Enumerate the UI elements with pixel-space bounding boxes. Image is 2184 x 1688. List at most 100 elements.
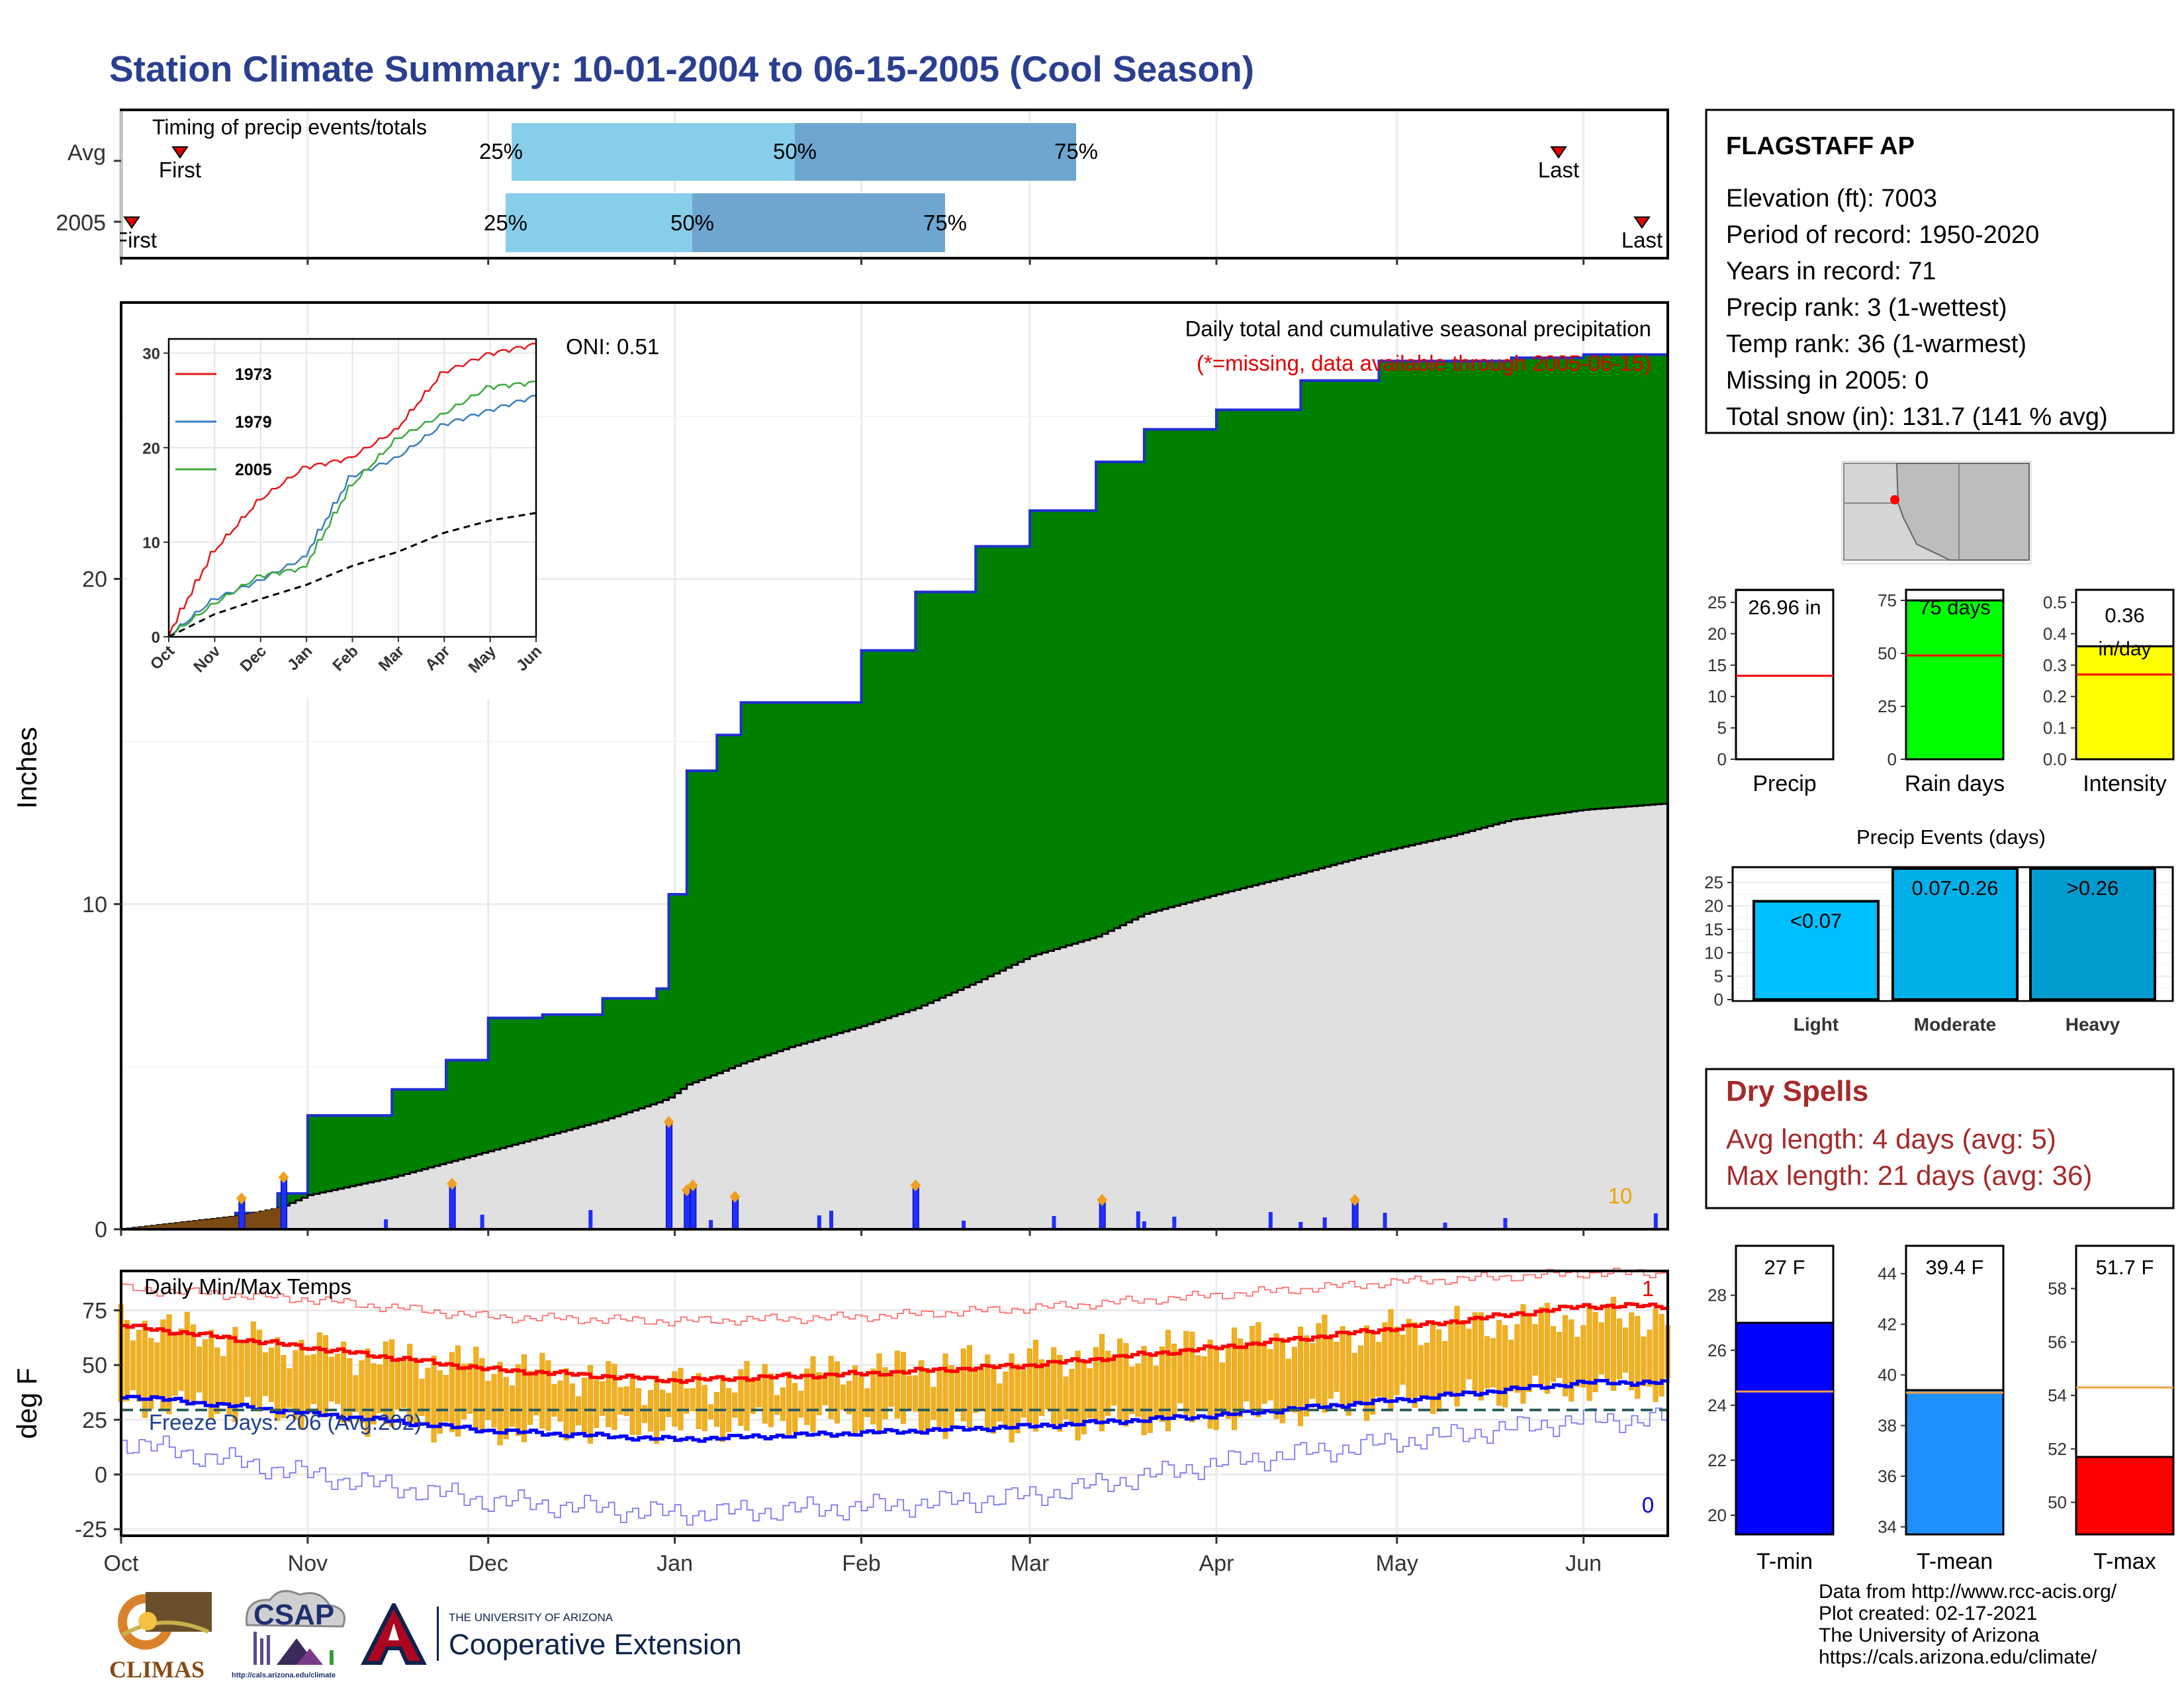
daily-temp-bar [328,1356,335,1402]
temp-panel-label: Daily Min/Max Temps [144,1274,351,1299]
summary-y-tick: 0.4 [2043,624,2067,643]
locator-map [1841,461,2032,565]
freeze-days-label: Freeze Days: 206 (Avg:202) [149,1410,422,1434]
daily-temp-bar [762,1364,768,1424]
event-category-label: Heavy [2066,1014,2120,1035]
daily-temp-bar [455,1345,461,1437]
month-tick-label: May [1376,1551,1418,1576]
daily-temp-bar [509,1385,515,1427]
daily-temp-bar [696,1373,702,1429]
daily-temp-bar [1592,1312,1598,1393]
daily-temp-bar [913,1375,919,1412]
precip-y-tick: 10 [82,892,107,917]
trace-precip-bar [239,1224,244,1229]
temp-summary-y-tick: 56 [2048,1332,2067,1352]
daily-temp-bar [816,1372,822,1415]
daily-temp-bar [1508,1339,1514,1391]
temp-summary-y-tick: 44 [1878,1264,1897,1284]
university-small-text: THE UNIVERSITY OF ARIZONA [449,1611,614,1624]
daily-temp-bar [1021,1370,1026,1418]
daily-temp-bar [1201,1356,1207,1410]
heavy-event-marker [1097,1194,1108,1206]
daily-temp-bar [1117,1338,1123,1421]
daily-temp-bar [1015,1364,1021,1434]
summary-bar-intensity [2075,645,2175,761]
temp-summary-y-tick: 58 [2048,1279,2067,1299]
daily-temp-bar [473,1346,479,1430]
daily-temp-bar [1087,1368,1093,1419]
timing-panel: Timing of precip events/totals Avg 2005 … [56,109,1669,259]
daily-temp-bar [250,1321,256,1411]
heavy-event-marker [1349,1194,1361,1206]
daily-temp-bar [1039,1359,1045,1417]
daily-temp-bar [1496,1320,1502,1406]
daily-temp-bar [1328,1335,1334,1399]
daily-temp-bar [1069,1368,1075,1424]
daily-temp-bar [178,1328,184,1391]
count-label: 10 [1608,1184,1633,1208]
daily-temp-bar [485,1380,491,1421]
timing-label: Timing of precip events/totals [152,115,427,139]
daily-temp-bar [1616,1318,1623,1380]
daily-temp-bar [1532,1324,1538,1376]
daily-temp-bar [1231,1327,1238,1430]
event-category-label: Moderate [1914,1014,1996,1035]
daily-temp-bar [654,1376,660,1444]
daily-temp-bar [900,1352,906,1425]
trace-precip-bar [817,1215,821,1229]
heavy-event-marker [663,1115,674,1128]
event-bar-label: >0.26 [2067,876,2118,900]
daily-temp-bar [792,1383,798,1432]
summary-y-tick: 0 [1717,749,1727,769]
event-y-tick: 20 [1704,896,1723,916]
daily-temp-bar [431,1355,437,1443]
daily-temp-bar [690,1388,696,1411]
daily-temp-bar [269,1347,275,1402]
station-name: FLAGSTAFF AP [1726,132,1915,160]
daily-temp-bar [1345,1331,1351,1416]
y2005-25-50-bar [506,193,692,252]
dry-spells-avg: Avg length: 4 days (avg: 5) [1726,1123,2056,1154]
daily-temp-bar [196,1346,202,1393]
daily-temp-bar [1436,1329,1442,1412]
temp-y-tick: 25 [82,1408,107,1433]
daily-temp-bar [1586,1303,1592,1401]
daily-temp-bar [1135,1363,1141,1417]
y2005-last-marker [1633,216,1651,229]
daily-temp-bar [1610,1297,1616,1391]
trace-precip-bar [588,1210,593,1229]
oni-label: ONI: 0.51 [566,334,659,359]
daily-temp-bar [1045,1363,1051,1410]
summary-y-tick: 75 [1878,590,1897,610]
trace-precip-bar [1268,1212,1273,1229]
daily-temp-bar [449,1352,455,1432]
daily-temp-bar [1635,1316,1641,1399]
daily-temp-bar [906,1375,913,1411]
average-max-line [121,1302,1670,1384]
daily-temp-bar [563,1368,569,1440]
avg-last-label: Last [1538,158,1579,182]
month-tick-label: Apr [1199,1551,1234,1576]
trace-precip-bar [1052,1216,1056,1229]
station-line-temp-rank: Temp rank: 36 (1-warmest) [1726,330,2026,358]
daily-temp-bar [1623,1327,1629,1373]
credit-url: https://cals.arizona.edu/climate/ [1819,1646,2097,1668]
dry-spells-title: Dry Spells [1726,1075,1868,1107]
event-y-tick: 25 [1704,872,1723,892]
daily-temp-bar [1442,1340,1448,1395]
temp-summary-y-tick: 42 [1878,1315,1897,1335]
daily-temp-bar [533,1371,539,1416]
inset-y-tick: 0 [152,629,160,647]
heavy-event-marker [278,1171,289,1184]
daily-temp-bar [1111,1355,1117,1406]
daily-temp-bar [515,1364,521,1436]
daily-temp-bar [834,1361,840,1424]
inset-series-line-avg [168,512,537,638]
inset-y-tick: 20 [142,440,160,457]
temp-y-axis-label: deg F [11,1368,42,1438]
daily-temp-bar [641,1405,647,1423]
heavy-event-marker [729,1190,741,1203]
daily-temp-bar [208,1329,214,1420]
daily-temp-bar [347,1358,353,1423]
daily-temp-bar [1255,1322,1261,1418]
